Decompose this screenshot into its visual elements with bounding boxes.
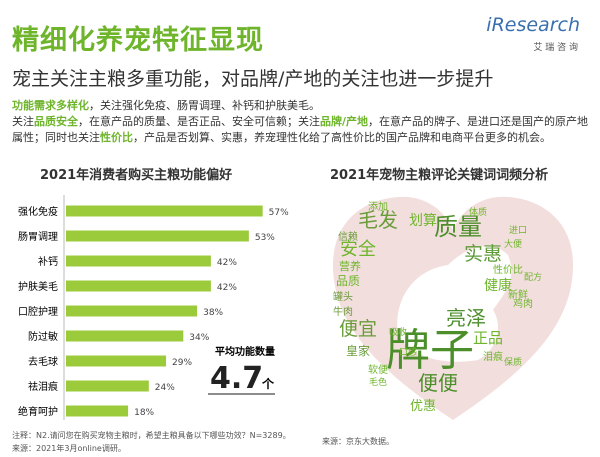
highlight: 品牌/产地 [320,115,369,128]
cloud-word: 鸡肉 [513,297,533,310]
bar [66,405,129,417]
cloud-title: 2021年宠物主粮评论关键词词频分析 [330,168,549,183]
y-tick-label: 肠胃调理 [18,231,58,243]
text: ，在意产品的牌子、是进口还是国产的原产地属性；同时也关注 [12,115,589,144]
cloud-word: 便便 [418,371,458,395]
value-label: 42% [217,283,237,293]
value-label: 18% [134,408,154,418]
value-label: 42% [217,258,237,268]
cloud-word: 亮泽 [446,306,486,330]
source: 来源：京东大数据。 [322,437,394,446]
cloud-word: 罐头 [333,290,353,303]
cloud-word: 划算 [409,213,437,229]
logo-sub: 艾 瑞 咨 询 [533,43,578,53]
y-tick-label: 去毛球 [28,355,58,368]
cloud-word: 优惠 [410,399,436,414]
cloud-word: 正品 [473,329,503,347]
y-tick-label: 祛泪痕 [28,380,58,393]
value-label: 29% [172,358,192,368]
bar [66,280,211,292]
cloud-word: 软便 [368,363,388,376]
highlight: 性价比 [100,131,133,144]
bar [66,205,263,217]
highlight: 品质安全 [34,115,78,128]
desc-line: 功能需求多样化，关注强化免疫、肠胃调理、补钙和护肤美毛。 [12,98,590,114]
cloud-word: 便宜 [339,318,377,340]
title: 精细化养宠特征显现 [12,25,264,56]
cloud-word: 皇家 [346,343,370,358]
cloud-word: 信赖 [338,231,358,243]
value-label: 34% [189,333,209,343]
average-value: 4.7 [210,361,263,396]
note: 注释：N2.请问您在购买宠物主粮时，希望主粮具备以下哪些功效？N=3289。 [12,431,291,440]
cloud-word: 配方 [524,271,542,283]
cloud-word: 体质 [469,206,487,218]
average-label: 平均功能数量 [215,345,275,358]
cloud-word: 营养 [339,259,361,273]
y-tick-label: 补钙 [38,255,58,268]
y-tick-label: 绝育呵护 [18,405,58,418]
bar [66,230,249,242]
value-label: 53% [255,233,275,243]
cloud-word: 吸收 [389,326,407,338]
cloud-word: 牌子 [386,325,474,376]
chart-title: 2021年消费者购买主粮功能偏好 [40,168,233,183]
cloud-word: 毛色 [369,376,387,388]
y-tick-label: 口腔护理 [18,305,58,318]
bar [66,255,211,267]
cloud-word: 性价比 [493,263,523,276]
desc-line: 关注品质安全，在意产品的质量、是否正品、安全可信赖；关注品牌/产地，在意产品的牌… [12,114,590,146]
cloud-word: 质量 [434,213,482,241]
text: 关注 [12,115,34,128]
y-tick-label: 护肤美毛 [18,280,58,293]
cloud-word: 泪痕 [483,350,503,363]
subtitle: 宠主关注主粮多重功能，对品牌/产地的关注也进一步提升 [12,68,494,90]
value-label: 57% [269,208,289,218]
text: ，在意产品的质量、是否正品、安全可信赖；关注 [78,115,320,128]
cloud-word: 实惠 [464,243,502,265]
cloud-word: 安全 [340,239,376,260]
bar [66,355,167,367]
bar [66,330,184,342]
bar [66,380,149,392]
description: 功能需求多样化，关注强化免疫、肠胃调理、补钙和护肤美毛。 关注品质安全，在意产品… [12,98,590,146]
value-label: 24% [155,383,175,393]
bar [66,305,198,317]
value-label: 38% [203,308,223,318]
logo: iResearch [486,14,580,36]
source: 来源：2021年3月online调研。 [12,444,126,453]
cloud-word: 牛肉 [333,305,353,318]
cloud-word: 新鲜 [508,288,528,301]
cloud-word: 品质 [336,274,360,288]
y-tick-label: 防过敏 [28,330,58,343]
cloud-word: 口感 [399,346,417,358]
highlight: 功能需求多样化 [12,99,89,112]
cloud-word: 大便 [504,238,522,250]
cloud-word: 毛发 [358,208,398,232]
cloud-word: 进口 [509,225,527,236]
text: ，产品是否划算、实惠，养宠理性化给了高性价比的国产品牌和电商平台更多的机会。 [133,131,551,144]
text: ，关注强化免疫、肠胃调理、补钙和护肤美毛。 [89,99,320,112]
y-tick-label: 强化免疫 [18,205,58,218]
average-unit: 个 [261,376,275,391]
bar-chart: 平均功能数量 4.7 个 强化免疫 57% 肠胃调理 53% 补钙 42% 护肤美毛 42% 口… [18,195,289,420]
cat-shape [397,246,512,362]
cloud-word: 添加 [368,200,388,213]
cloud-word: 健康 [484,277,512,294]
cloud-word: 保质 [504,356,522,368]
